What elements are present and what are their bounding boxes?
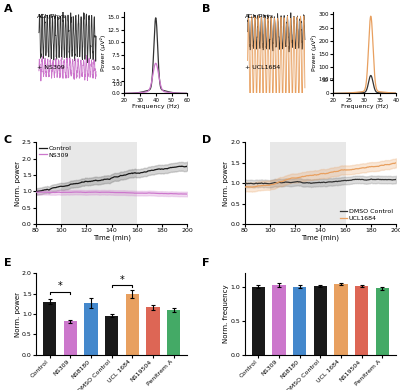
Bar xyxy=(376,288,389,355)
UCL1684 xyxy=(394,161,398,165)
Line: Control: Control xyxy=(36,166,187,191)
X-axis label: Frequency (Hz): Frequency (Hz) xyxy=(341,104,388,109)
Control xyxy=(121,173,126,178)
Bar xyxy=(146,307,160,355)
Bar xyxy=(314,286,327,355)
UCL1684 xyxy=(267,183,272,188)
NS309 xyxy=(139,191,144,195)
Text: + UCL1684: + UCL1684 xyxy=(245,65,281,70)
Bar xyxy=(252,287,265,355)
Bar xyxy=(43,302,56,355)
DMSO Control xyxy=(268,181,273,186)
DMSO Control xyxy=(394,177,398,182)
Bar xyxy=(84,303,98,355)
Text: ACh/Phys: ACh/Phys xyxy=(37,14,66,19)
Line: DMSO Control: DMSO Control xyxy=(245,179,396,184)
NS309 xyxy=(179,191,184,196)
Control xyxy=(58,184,63,189)
Control xyxy=(179,164,184,168)
X-axis label: Time (min): Time (min) xyxy=(301,235,339,241)
Text: B: B xyxy=(202,4,210,14)
Y-axis label: Norm. power: Norm. power xyxy=(223,161,229,206)
UCL1684 xyxy=(303,174,308,179)
Y-axis label: Power (µV²): Power (µV²) xyxy=(311,34,317,71)
DMSO Control xyxy=(348,178,352,183)
Text: 100 ms: 100 ms xyxy=(319,76,337,82)
Bar xyxy=(61,142,137,224)
X-axis label: Frequency (Hz): Frequency (Hz) xyxy=(132,104,180,109)
UCL1684 xyxy=(242,185,247,190)
Bar xyxy=(272,285,286,355)
Control xyxy=(94,178,99,183)
Control xyxy=(96,178,101,183)
Y-axis label: Power (µV²): Power (µV²) xyxy=(100,34,106,71)
Legend: Control, NS309: Control, NS309 xyxy=(39,145,71,158)
DMSO Control xyxy=(389,177,394,182)
Control xyxy=(185,164,190,168)
UCL1684 xyxy=(347,168,352,172)
NS309 xyxy=(122,190,126,195)
Bar xyxy=(355,286,368,355)
NS309 xyxy=(97,190,102,195)
UCL1684 xyxy=(305,173,310,178)
Line: UCL1684: UCL1684 xyxy=(245,163,396,187)
Text: ACh/Phys: ACh/Phys xyxy=(245,14,275,19)
X-axis label: Time (min): Time (min) xyxy=(93,235,131,241)
DMSO Control xyxy=(242,181,247,186)
NS309 xyxy=(34,190,38,195)
Text: + NS309: + NS309 xyxy=(37,65,64,70)
Bar xyxy=(270,142,346,224)
DMSO Control xyxy=(369,177,374,181)
Text: *: * xyxy=(120,275,124,285)
Legend: DMSO Control, UCL1684: DMSO Control, UCL1684 xyxy=(340,209,393,221)
Bar xyxy=(293,287,306,355)
Text: A: A xyxy=(4,4,13,14)
Bar xyxy=(167,310,180,355)
Bar xyxy=(334,284,348,355)
Bar xyxy=(126,294,139,355)
Control xyxy=(138,170,143,175)
Line: NS309: NS309 xyxy=(36,192,187,194)
Y-axis label: Norm. frequency: Norm. frequency xyxy=(224,285,230,343)
Bar xyxy=(105,316,118,355)
Text: D: D xyxy=(202,135,211,145)
DMSO Control xyxy=(251,181,256,186)
Text: 50 µV: 50 µV xyxy=(338,67,352,72)
Control xyxy=(34,189,38,194)
DMSO Control xyxy=(304,180,308,185)
DMSO Control xyxy=(330,179,335,184)
DMSO Control xyxy=(306,181,310,185)
Y-axis label: Norm. power: Norm. power xyxy=(14,292,20,337)
Text: E: E xyxy=(4,258,12,268)
Bar xyxy=(64,321,77,355)
UCL1684 xyxy=(388,162,392,167)
NS309 xyxy=(95,190,100,195)
NS309 xyxy=(73,190,78,194)
Text: *: * xyxy=(58,281,62,291)
Text: 100 ms: 100 ms xyxy=(113,82,131,87)
Text: 50 µV: 50 µV xyxy=(132,73,146,78)
Text: C: C xyxy=(4,135,12,145)
UCL1684 xyxy=(330,170,335,174)
Text: F: F xyxy=(202,258,210,268)
NS309 xyxy=(185,192,190,197)
NS309 xyxy=(58,190,63,195)
Y-axis label: Norm. power: Norm. power xyxy=(14,161,20,206)
